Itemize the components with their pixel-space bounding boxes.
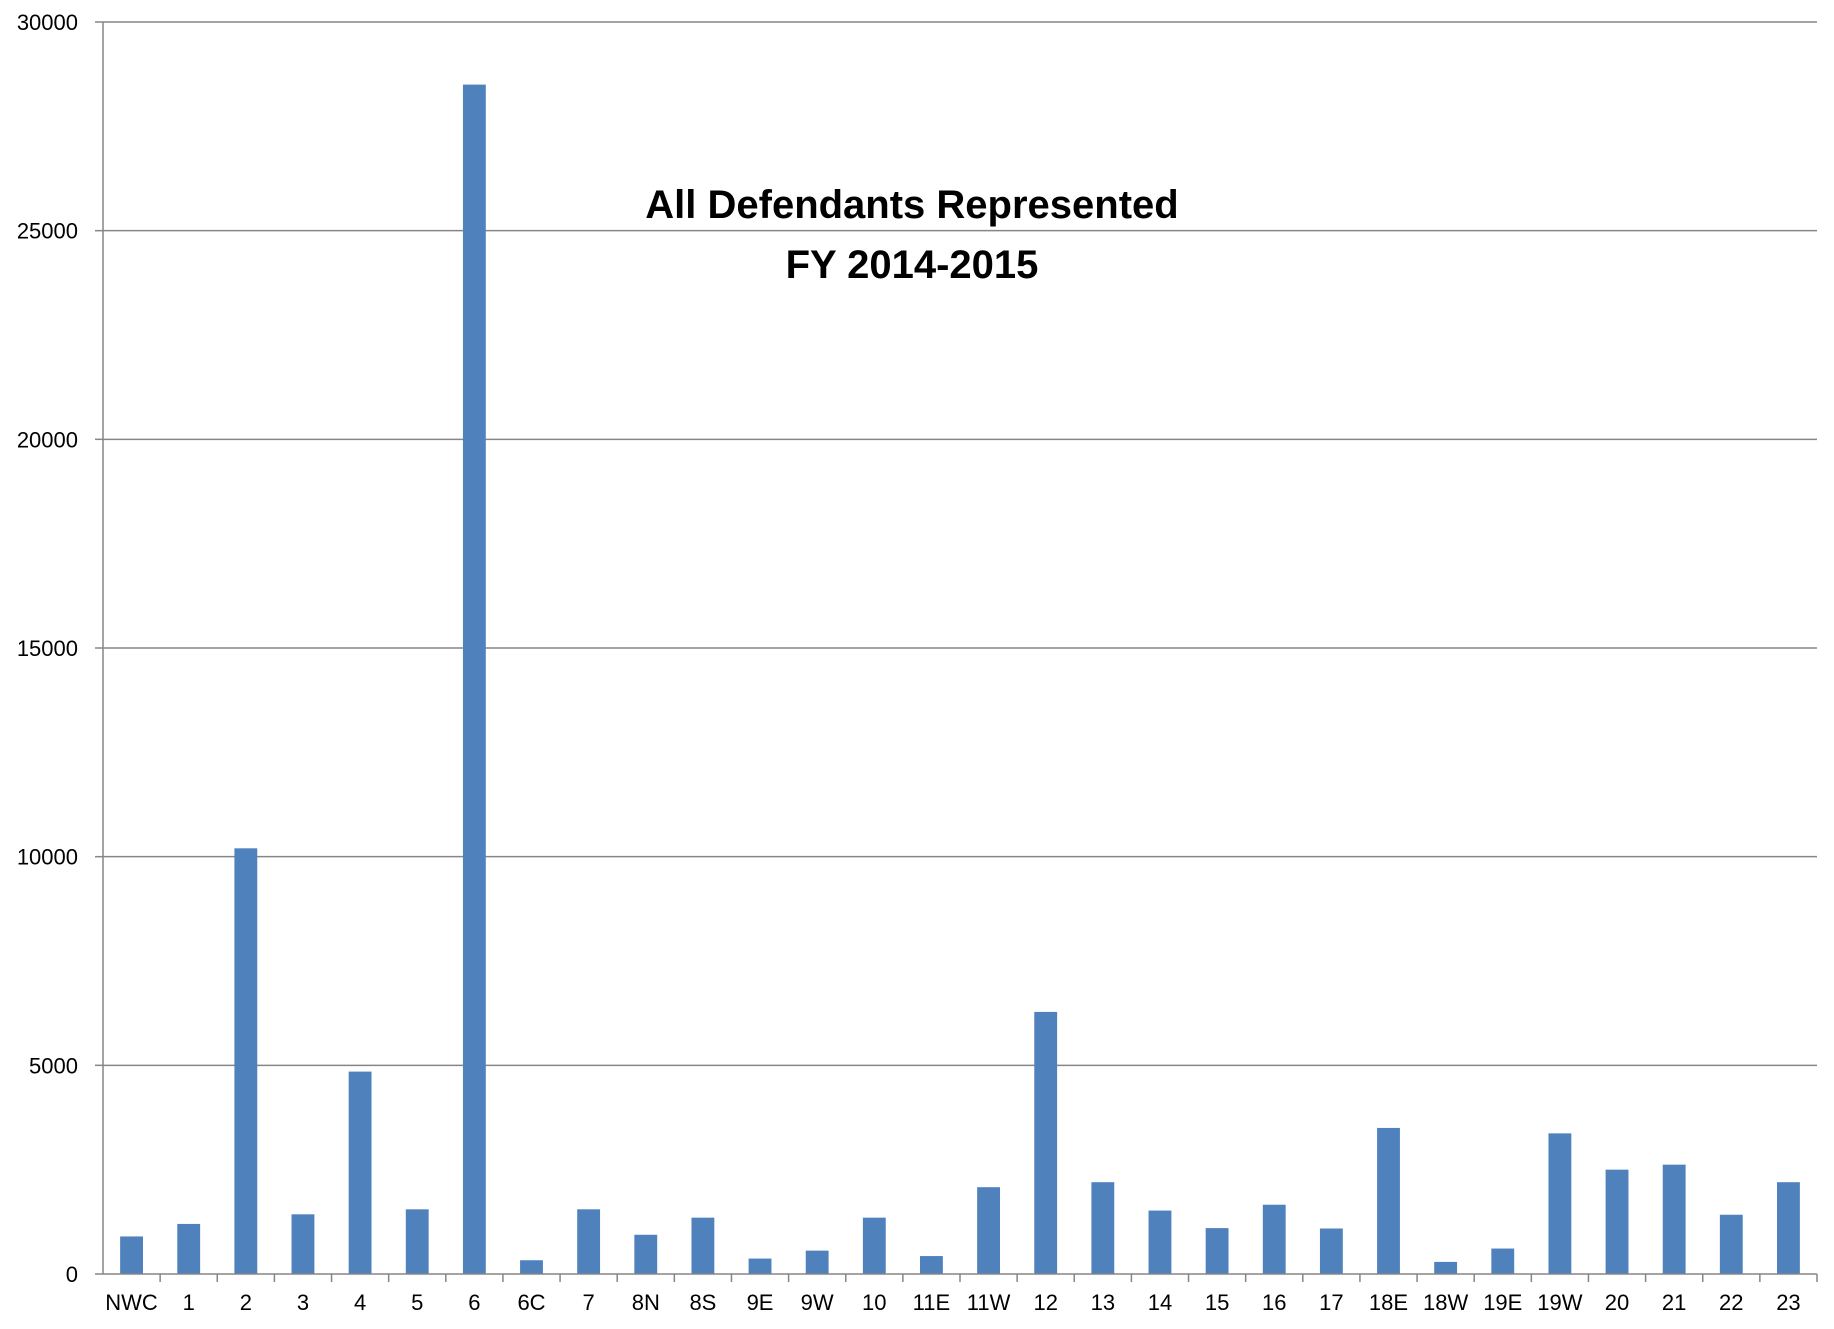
bar [234,848,258,1274]
bar [1491,1248,1515,1274]
x-tick-label: 1 [183,1290,195,1315]
bar [291,1214,315,1274]
bar [805,1250,829,1274]
x-tick-label: 6 [468,1290,480,1315]
x-tick-label: NWC [105,1290,158,1315]
y-tick-label: 15000 [17,636,78,661]
bar [348,1071,372,1274]
bar [691,1217,715,1274]
x-tick-label: 18W [1423,1290,1468,1315]
y-tick-label: 25000 [17,219,78,244]
x-tick-label: 13 [1091,1290,1115,1315]
x-tick-label: 4 [354,1290,366,1315]
chart-title-line-2: FY 2014-2015 [786,243,1039,287]
bar [1662,1164,1686,1274]
bar [1148,1210,1172,1274]
bar [862,1217,886,1274]
x-tick-label: 19W [1537,1290,1582,1315]
bar [462,84,486,1275]
x-tick-label: 2 [240,1290,252,1315]
gridlines [103,21,1817,1067]
x-tick-label: 23 [1776,1290,1800,1315]
bar [1034,1011,1058,1274]
x-tick-label: 9W [801,1290,834,1315]
axes [95,21,1818,1282]
bar [634,1234,658,1274]
bar [405,1209,429,1274]
x-tick-label: 10 [862,1290,886,1315]
y-tick-label: 30000 [17,10,78,35]
x-tick-label: 19E [1483,1290,1522,1315]
bar [1319,1228,1343,1274]
x-tick-label: 20 [1605,1290,1629,1315]
bar [177,1223,201,1274]
x-tick-label: 21 [1662,1290,1686,1315]
bar [1205,1228,1229,1274]
x-tick-label: 8N [632,1290,660,1315]
x-tick-label: 22 [1719,1290,1743,1315]
bar [1262,1204,1286,1274]
bars [120,84,1800,1275]
y-tick-labels: 0 5000 10000 15000 20000 25000 30000 [17,10,78,1287]
bar [1605,1169,1629,1274]
y-tick-label: 5000 [29,1053,78,1078]
x-tick-label: 11E [913,1290,951,1315]
bar [1091,1182,1115,1274]
x-tick-label: 8S [689,1290,716,1315]
x-tick-label: 9E [747,1290,774,1315]
x-tick-label: 18E [1369,1290,1408,1315]
bar [920,1256,943,1274]
x-tick-label: 7 [583,1290,595,1315]
x-tick-label: 3 [297,1290,309,1315]
x-tick-label: 6C [517,1290,545,1315]
x-tick-label: 14 [1148,1290,1172,1315]
bar [1548,1133,1572,1274]
bar [748,1258,772,1274]
bar [1434,1261,1458,1274]
x-tick-label: 11W [967,1290,1011,1315]
x-tick-label: 12 [1033,1290,1057,1315]
bar [1719,1214,1743,1274]
x-tick-label: 15 [1205,1290,1229,1315]
x-tick-labels: NWC 1 2 3 4 5 6 6C 7 8N 8S 9E 9W 10 11E 11W 12 13 14 15 16 17… [105,1290,1800,1315]
x-tick-label: 5 [411,1290,423,1315]
y-tick-label: 10000 [17,845,78,870]
bar [520,1260,543,1274]
bar [1377,1127,1400,1274]
bar [577,1209,601,1274]
bar [1777,1182,1800,1274]
bar [120,1236,143,1274]
bar [977,1187,1000,1274]
y-tick-label: 20000 [17,427,78,452]
x-tick-label: 16 [1262,1290,1286,1315]
x-tick-label: 17 [1319,1290,1343,1315]
y-tick-label: 0 [66,1262,78,1287]
chart-title-line-1: All Defendants Represented [645,183,1178,227]
